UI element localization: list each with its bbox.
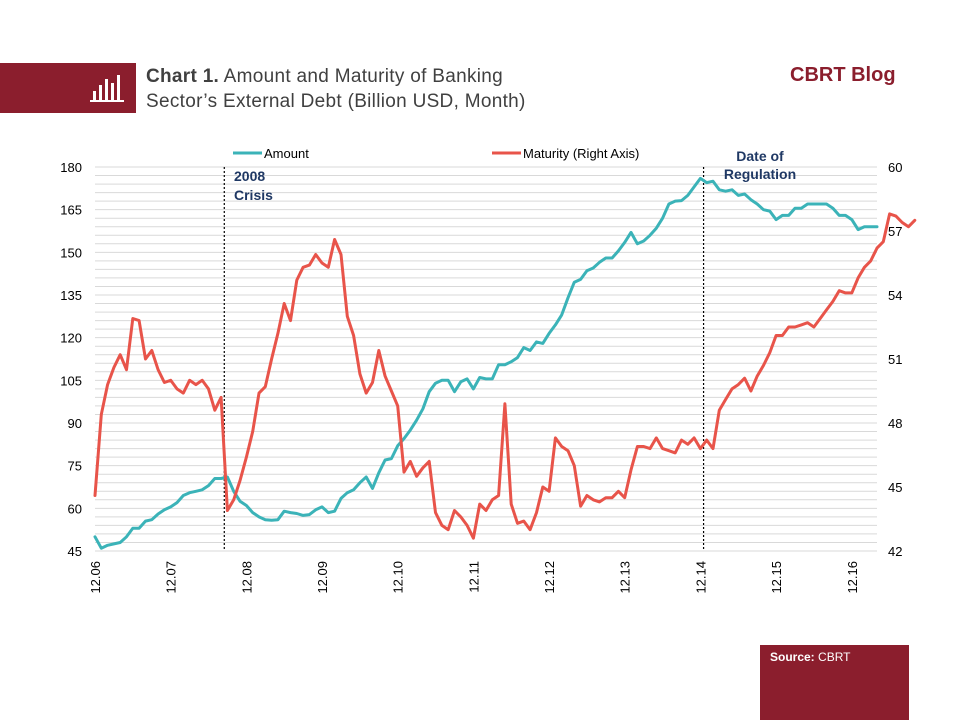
right-tick-label: 51	[888, 352, 902, 367]
source-value: CBRT	[814, 650, 851, 664]
header-bar	[0, 63, 136, 113]
legend-maturity-label: Maturity (Right Axis)	[523, 146, 639, 161]
left-axis: 45 60 75 90 105 120 135 150 165 180	[60, 160, 82, 559]
x-tick-label: 12.12	[542, 561, 557, 594]
right-tick-label: 42	[888, 544, 902, 559]
maturity-series-line	[93, 212, 917, 540]
event-lines	[223, 167, 705, 551]
x-tick-label: 12.09	[315, 561, 330, 594]
left-tick-label: 165	[60, 203, 82, 218]
grid-lines	[95, 166, 877, 552]
crisis-label-line2: Crisis	[234, 187, 273, 203]
x-axis: 12.06 12.07 12.08 12.09 12.10 12.11 12.12 12.13…	[88, 561, 860, 594]
crisis-label-line1: 2008	[234, 168, 265, 184]
chart: 45 60 75 90 105 120 135 150 165 180 42 45 48 51 54 57 6…	[60, 146, 917, 594]
chart-title: Chart 1. Amount and Maturity of Banking	[146, 66, 503, 88]
left-tick-label: 135	[60, 288, 82, 303]
left-tick-label: 105	[60, 373, 82, 388]
x-tick-label: 12.10	[391, 561, 406, 594]
x-tick-label: 12.08	[239, 561, 254, 594]
chart-title-text: Amount and Maturity of Banking	[219, 66, 504, 87]
right-tick-label: 48	[888, 416, 902, 431]
right-axis: 42 45 48 51 54 57 60	[888, 160, 902, 559]
right-tick-label: 60	[888, 160, 902, 175]
left-tick-label: 150	[60, 245, 82, 260]
source-label: Source:	[770, 650, 815, 664]
x-tick-label: 12.13	[618, 561, 633, 594]
left-tick-label: 60	[68, 501, 82, 516]
chart-title-line2: Sector’s External Debt (Billion USD, Mon…	[146, 91, 526, 112]
x-tick-label: 12.06	[88, 561, 103, 594]
left-tick-label: 90	[68, 416, 82, 431]
regulation-label-line1: Date of	[736, 148, 784, 164]
x-tick-label: 12.14	[693, 561, 708, 594]
x-tick-label: 12.07	[164, 561, 179, 594]
right-tick-label: 45	[888, 480, 902, 495]
source-box: Source: CBRT	[760, 645, 909, 720]
left-tick-label: 45	[68, 544, 82, 559]
left-tick-label: 75	[68, 459, 82, 474]
x-tick-label: 12.16	[845, 561, 860, 594]
left-tick-label: 180	[60, 160, 82, 175]
x-tick-label: 12.15	[769, 561, 784, 594]
x-tick-label: 12.11	[466, 561, 481, 593]
legend-amount-label: Amount	[264, 146, 309, 161]
right-tick-label: 57	[888, 224, 902, 239]
series-lines	[93, 176, 917, 550]
legend-amount: Amount	[233, 146, 309, 161]
bar-chart-icon	[90, 75, 124, 102]
regulation-label-line2: Regulation	[724, 166, 796, 182]
legend-maturity: Maturity (Right Axis)	[492, 146, 639, 161]
blog-brand: CBRT Blog	[790, 64, 896, 86]
chart-title-number: Chart 1.	[146, 66, 220, 87]
right-tick-label: 54	[888, 288, 902, 303]
left-tick-label: 120	[60, 331, 82, 346]
